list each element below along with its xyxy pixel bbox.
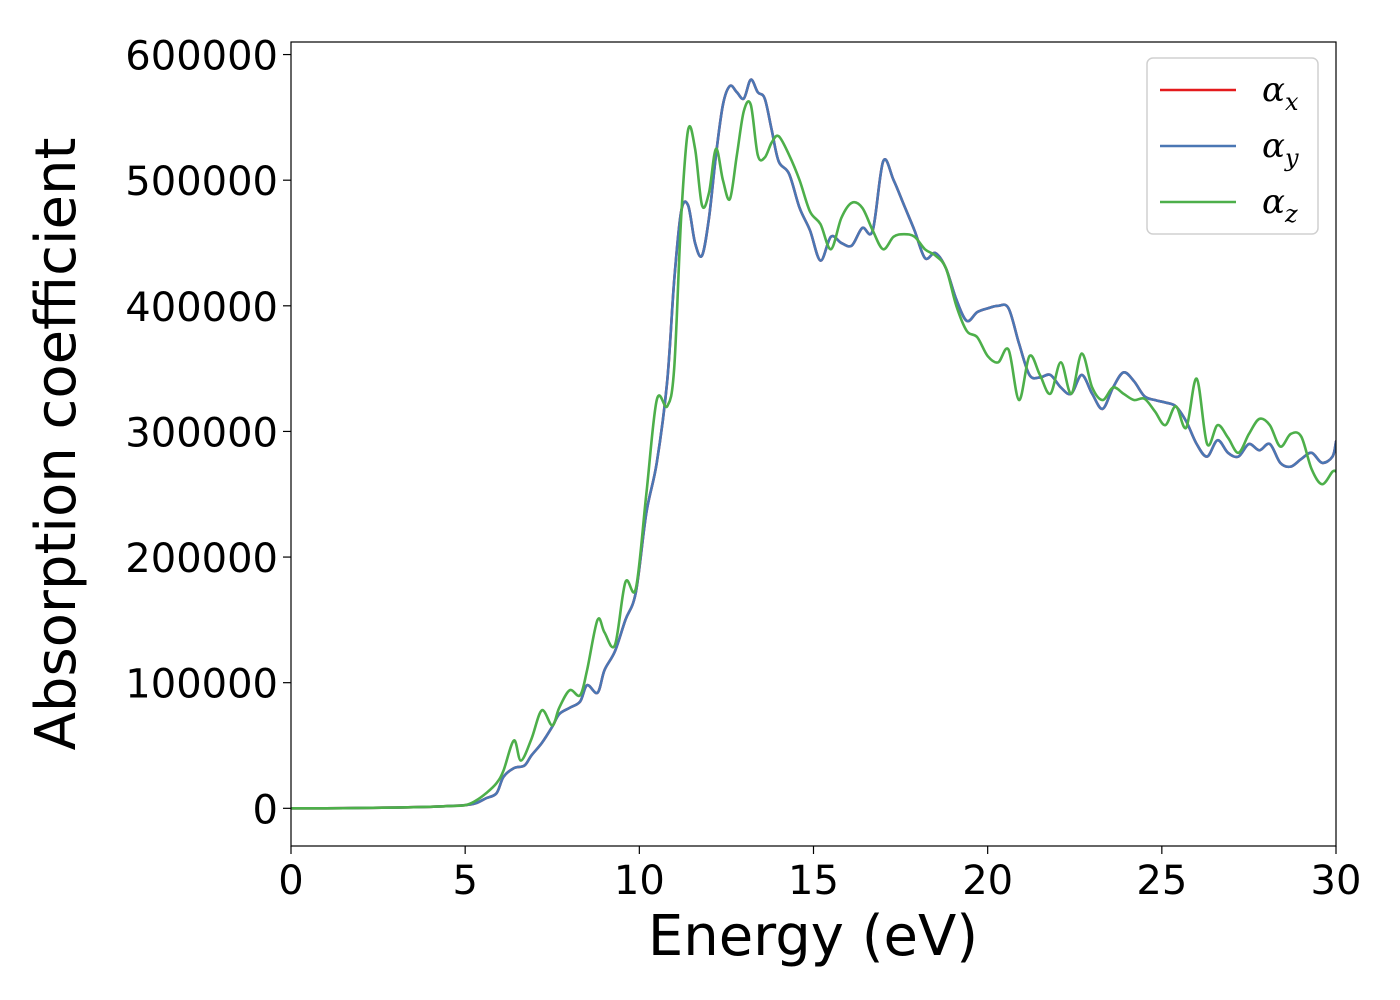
legend-label-x: αx bbox=[1262, 70, 1299, 116]
x-tick-label: 0 bbox=[278, 858, 303, 904]
x-axis-label: Energy (eV) bbox=[648, 904, 978, 969]
legend-label-y: αy bbox=[1262, 126, 1299, 172]
x-axis: 0 5 10 15 20 25 30 bbox=[278, 846, 1361, 904]
x-tick-label: 5 bbox=[452, 858, 477, 904]
series-layer bbox=[291, 78, 1336, 810]
y-tick-label: 500000 bbox=[125, 159, 278, 205]
y-tick-label: 400000 bbox=[125, 285, 278, 331]
y-tick-label: 0 bbox=[253, 787, 278, 833]
series-line-y bbox=[291, 78, 1336, 810]
series-line-z bbox=[291, 100, 1336, 810]
x-tick-label: 25 bbox=[1136, 858, 1187, 904]
y-tick-label: 300000 bbox=[125, 410, 278, 456]
legend-label-z: αz bbox=[1262, 182, 1298, 228]
y-tick-label: 100000 bbox=[125, 662, 278, 708]
x-tick-label: 15 bbox=[788, 858, 839, 904]
x-tick-label: 30 bbox=[1311, 858, 1362, 904]
x-tick-label: 20 bbox=[962, 858, 1013, 904]
y-tick-label: 600000 bbox=[125, 34, 278, 80]
legend: αx αy αz bbox=[1146, 57, 1319, 235]
y-tick-label: 200000 bbox=[125, 536, 278, 582]
y-axis: 0 100000 200000 300000 400000 500000 600000 bbox=[125, 34, 291, 833]
y-axis-label: Absorption coefficient bbox=[24, 138, 89, 751]
x-tick-label: 10 bbox=[614, 858, 665, 904]
